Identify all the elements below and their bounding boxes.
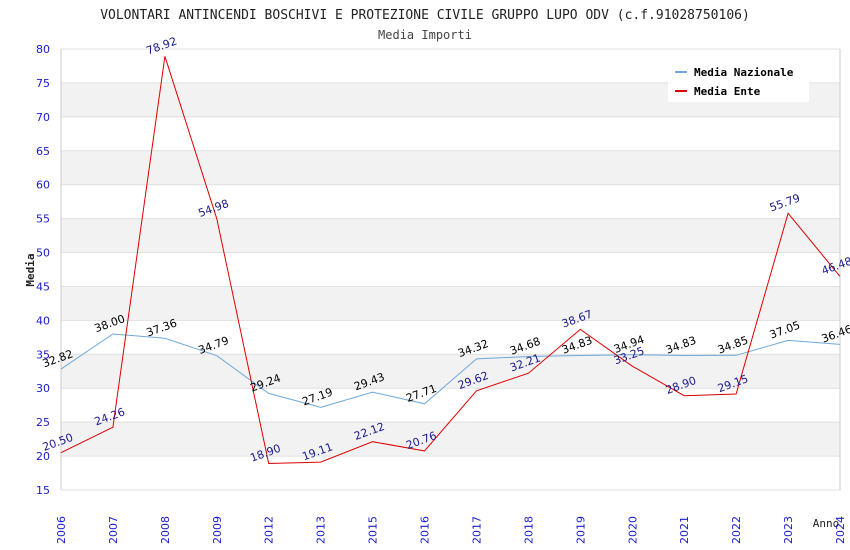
series-line-media-ente	[60, 56, 841, 465]
grid-band	[61, 422, 840, 457]
y-tick-label: 50	[36, 247, 50, 260]
y-tick-label: 30	[36, 382, 50, 395]
y-tick-label: 65	[36, 145, 50, 158]
x-tick-label: 2007	[107, 516, 120, 544]
y-tick-label: 45	[36, 280, 50, 293]
x-tick-label: 2012	[263, 516, 276, 544]
data-label: 34.83	[560, 334, 594, 357]
y-tick-label: 40	[36, 314, 50, 327]
x-tick-label: 2006	[55, 516, 68, 544]
legend-entry: Media Ente	[694, 85, 761, 98]
data-label: 37.05	[768, 319, 802, 342]
chart-title: VOLONTARI ANTINCENDI BOSCHIVI E PROTEZIO…	[100, 8, 750, 23]
x-tick-label: 2020	[626, 516, 639, 544]
y-tick-label: 75	[36, 77, 50, 90]
grid-band	[61, 218, 840, 253]
data-label: 55.79	[768, 191, 802, 214]
data-label: 54.98	[197, 197, 231, 220]
grid-band	[61, 354, 840, 389]
x-tick-label: 2009	[211, 516, 224, 544]
series-group	[60, 56, 841, 465]
x-tick-label: 2022	[730, 516, 743, 544]
legend-box	[668, 60, 809, 102]
grid-band	[61, 150, 840, 185]
y-tick-label: 20	[36, 450, 50, 463]
x-tick-label: 2023	[782, 516, 795, 544]
y-tick-label: 70	[36, 111, 50, 124]
grid-bands	[60, 48, 841, 491]
y-tick-label: 25	[36, 416, 50, 429]
x-tick-label: 2024	[834, 516, 847, 544]
x-tick-label: 2015	[367, 516, 380, 544]
x-tick-label: 2017	[470, 516, 483, 544]
legend: Media Nazionale Media Ente	[668, 60, 809, 102]
data-label: 34.79	[197, 334, 231, 357]
x-tick-label: 2018	[522, 516, 535, 544]
x-tick-label: 2016	[419, 516, 432, 544]
chart-subtitle: Media Importi	[378, 28, 472, 42]
x-axis: 2006 2007 2008 2009 2012 2013 2015 2016 2017 2018…	[55, 516, 847, 544]
x-axis-label: Anno	[813, 517, 840, 530]
y-tick-label: 15	[36, 484, 50, 497]
x-tick-label: 2008	[159, 516, 172, 544]
series-line-media-nazionale	[60, 333, 841, 408]
y-tick-label: 35	[36, 348, 50, 361]
data-label: 34.83	[664, 334, 698, 357]
y-axis-label: Media	[24, 253, 37, 286]
x-tick-label: 2013	[315, 516, 328, 544]
data-label: 36.46	[820, 323, 850, 346]
y-tick-label: 60	[36, 179, 50, 192]
legend-entry: Media Nazionale	[694, 66, 794, 79]
y-tick-label: 80	[36, 43, 50, 56]
x-tick-label: 2019	[574, 516, 587, 544]
x-tick-label: 2021	[678, 516, 691, 544]
y-axis: 15 20 25 30 35 40 45 50 55 60 65 70 75 80	[36, 43, 50, 497]
data-label: 78.92	[145, 35, 179, 58]
grid-band	[61, 286, 840, 321]
y-tick-label: 55	[36, 213, 50, 226]
